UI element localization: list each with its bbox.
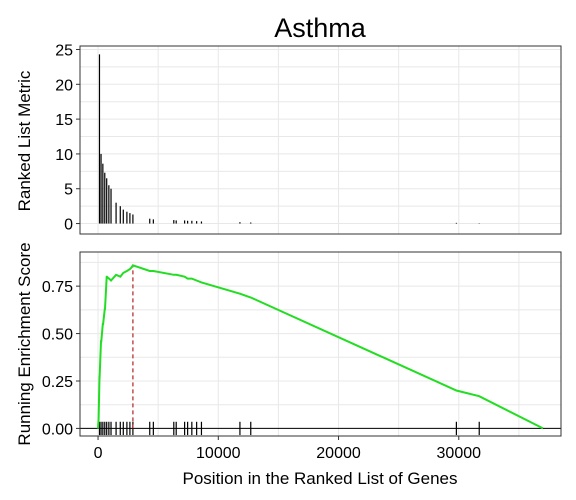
y-tick-label: 0.25	[42, 374, 73, 391]
ranked-metric-grid	[80, 46, 561, 234]
y-tick-label: 20	[55, 77, 73, 94]
y-tick-label: 25	[55, 42, 73, 59]
gene-hit-ticks	[80, 421, 561, 436]
y-tick-label: 0.00	[42, 421, 73, 438]
running-es-line	[97, 264, 544, 430]
ranked-metric-y-ticks: 0 5 10 15 20 25	[55, 42, 80, 234]
y-tick-label: 15	[55, 112, 73, 129]
chart-title: Asthma	[274, 13, 367, 43]
x-tick-label: 20000	[316, 445, 361, 462]
y-tick-label: 5	[64, 182, 73, 199]
running-es-panel-frame	[79, 251, 562, 437]
running-es-y-ticks: 0.00 0.25 0.50 0.75	[42, 279, 80, 438]
y-tick-label: 0.75	[42, 279, 73, 296]
x-axis-label: Position in the Ranked List of Genes	[183, 469, 458, 488]
running-es-panel: 0.00 0.25 0.50 0.75 Running Enrichment Scor…	[15, 242, 562, 446]
ranked-metric-panel: 0 5 10 15 20 25 Ranked List Metric	[15, 42, 562, 235]
x-tick-label: 0	[94, 445, 103, 462]
ranked-metric-panel-frame	[79, 45, 562, 235]
ranked-metric-y-axis-label: Ranked List Metric	[15, 70, 34, 211]
running-es-y-axis-label: Running Enrichment Score	[15, 242, 34, 445]
x-axis-ticks: 0 10000 20000 30000	[94, 436, 482, 462]
x-tick-label: 30000	[437, 445, 482, 462]
y-tick-label: 0.50	[42, 327, 73, 344]
y-tick-label: 0	[64, 217, 73, 234]
ranked-metric-bars	[98, 54, 480, 224]
ranked-metric-panel-background	[80, 46, 561, 234]
running-es-panel-background	[80, 252, 561, 436]
running-es-line-group	[97, 264, 544, 430]
y-tick-label: 10	[55, 147, 73, 164]
x-tick-label: 10000	[196, 445, 241, 462]
